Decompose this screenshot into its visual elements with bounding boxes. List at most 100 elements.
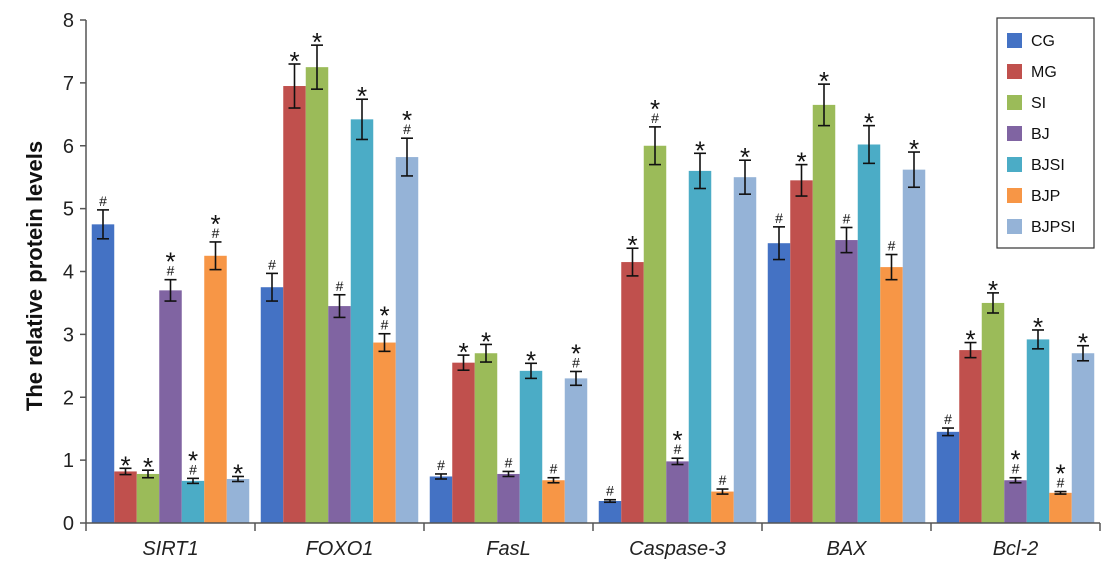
bar — [373, 342, 396, 523]
legend-label: CG — [1031, 33, 1055, 50]
significance-hash: # — [550, 461, 558, 477]
y-tick-label: 8 — [63, 10, 74, 32]
y-tick-label: 7 — [63, 73, 74, 95]
y-axis: 0 1 2 3 4 5 6 7 8 — [63, 10, 87, 535]
significance-star: * — [188, 445, 198, 475]
significance-star: * — [312, 27, 322, 57]
significance-hash: # — [674, 441, 682, 457]
x-axis: SIRT1 FOXO1 FasL Caspase-3 BAX Bcl-2 — [85, 522, 1101, 560]
legend-swatch — [1007, 64, 1022, 79]
bar — [114, 471, 137, 523]
significance-hash: # — [505, 454, 513, 470]
legend-label: BJP — [1031, 188, 1060, 205]
bar — [283, 86, 306, 524]
significance-star: * — [909, 134, 919, 164]
x-category-label: BAX — [826, 538, 867, 560]
y-tick-label: 2 — [63, 387, 74, 409]
legend-swatch — [1007, 95, 1022, 110]
bar — [790, 180, 813, 524]
significance-hash: # — [167, 263, 175, 279]
significance-hash: # — [381, 317, 389, 333]
bar — [91, 224, 115, 523]
significance-star: * — [571, 338, 581, 368]
bar — [226, 478, 250, 523]
significance-star: * — [864, 108, 874, 138]
significance-star: * — [458, 337, 468, 367]
significance-star: * — [210, 209, 220, 239]
significance-hash: # — [651, 110, 659, 126]
bar — [181, 480, 205, 523]
bar — [981, 302, 1005, 523]
legend-swatch — [1007, 157, 1022, 172]
y-tick-label: 6 — [63, 136, 74, 158]
legend-swatch — [1007, 188, 1022, 203]
bar — [1049, 492, 1072, 523]
significance-star: * — [627, 230, 637, 260]
significance-star: * — [1010, 445, 1020, 475]
bar — [1004, 480, 1027, 523]
bar — [880, 267, 903, 523]
legend-swatch — [1007, 219, 1022, 234]
bars-group: ######*********#***#*###*##*#******#*#*#… — [91, 27, 1095, 524]
y-tick-label: 4 — [63, 262, 74, 284]
significance-hash: # — [572, 354, 580, 370]
significance-star: * — [233, 458, 243, 488]
x-category-label: Bcl-2 — [993, 538, 1039, 560]
significance-star: * — [1078, 328, 1088, 358]
significance-star: * — [143, 452, 153, 482]
x-category-label: SIRT1 — [142, 538, 198, 560]
bar — [733, 177, 757, 523]
legend-label: BJSI — [1031, 157, 1065, 174]
x-category-label: FOXO1 — [306, 538, 374, 560]
bar — [350, 119, 374, 523]
significance-hash: # — [1057, 475, 1065, 491]
legend: CG MG SI BJ BJSI BJP BJPSI — [996, 17, 1095, 249]
significance-star: * — [650, 94, 660, 124]
bar — [136, 473, 160, 523]
significance-hash: # — [1012, 461, 1020, 477]
significance-star: * — [1055, 459, 1065, 489]
bar — [902, 169, 926, 523]
x-category-label: Caspase-3 — [629, 538, 726, 560]
significance-star: * — [796, 147, 806, 177]
bar — [1071, 353, 1095, 523]
y-tick-label: 5 — [63, 199, 74, 221]
bar — [857, 144, 881, 523]
bar — [474, 353, 498, 523]
significance-star: * — [165, 247, 175, 277]
significance-star: * — [740, 142, 750, 172]
significance-hash: # — [268, 256, 276, 272]
significance-star: * — [379, 301, 389, 331]
y-axis-label: The relative protein levels — [22, 141, 47, 411]
bar — [564, 378, 588, 523]
bar — [666, 461, 689, 523]
significance-hash: # — [403, 121, 411, 137]
y-tick-label: 3 — [63, 324, 74, 346]
significance-star: * — [672, 425, 682, 455]
bar — [1026, 339, 1050, 523]
significance-star: * — [120, 450, 130, 480]
legend-label: MG — [1031, 64, 1057, 81]
significance-star: * — [289, 46, 299, 76]
significance-hash: # — [944, 411, 952, 427]
bar — [812, 104, 836, 523]
significance-star: * — [988, 275, 998, 305]
significance-star: * — [819, 66, 829, 96]
bar — [452, 362, 475, 523]
bar — [767, 243, 791, 524]
significance-hash: # — [189, 461, 197, 477]
bar — [328, 306, 351, 523]
legend-label: BJPSI — [1031, 219, 1075, 236]
significance-hash: # — [336, 278, 344, 294]
y-tick-label: 1 — [63, 450, 74, 472]
bar — [395, 157, 419, 523]
bar — [159, 290, 182, 523]
significance-hash: # — [775, 210, 783, 226]
significance-hash: # — [719, 472, 727, 488]
significance-star: * — [402, 105, 412, 135]
bar — [497, 473, 520, 523]
bar — [711, 491, 734, 523]
bar — [835, 240, 858, 523]
significance-star: * — [526, 345, 536, 375]
